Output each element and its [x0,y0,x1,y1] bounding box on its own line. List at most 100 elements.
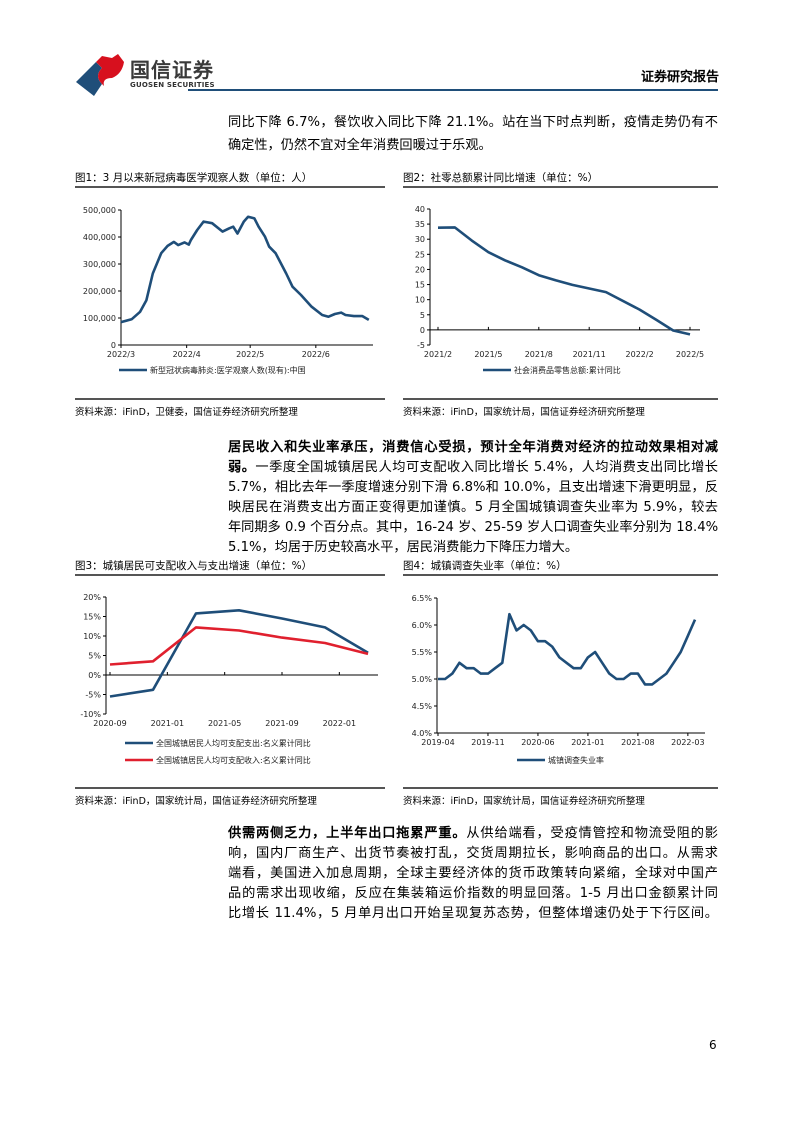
text-line: 响，国内厂商生产、出货节奏被打乱，交货周期拉长，影响商品的出口。从需求 [228,846,718,861]
text-line: 端看，美国进入加息周期，全球主要经济体的货币政策转向紧缩，全球对中国产 [228,866,718,881]
y-tick-label: 25 [415,250,425,259]
y-tick-label: 15 [415,281,425,290]
series-line-0 [120,215,370,324]
x-tick-label: 2021-05 [208,719,241,728]
y-tick-label: 15% [83,613,101,622]
y-tick-label: 5% [88,652,101,661]
y-tick-label: -10% [80,710,101,719]
series-line-0 [437,226,691,336]
x-tick-label: 2022/6 [302,350,330,359]
series-line-0 [109,608,369,698]
series-line-0 [438,612,697,686]
y-tick-label: 5.5% [412,648,433,657]
x-tick-label: 2022/3 [107,350,135,359]
figure-4-bottom-rule [403,787,718,789]
text-line: 映居民在消费支出方面正变得更加谨慎。5 月全国城镇调查失业率为 5.9%，较去 [228,500,718,515]
figure-2-title: 图2：社零总额累计同比增速（单位：%） [403,172,599,184]
x-tick-label: 2022-01 [323,719,356,728]
y-tick-label: 40 [415,205,425,214]
text-line: 5.7%，相比去年一季度增速分别下滑 6.8%和 10.0%，且支出增速下滑更明… [228,480,718,495]
y-tick-label: 5.0% [412,675,433,684]
figure-2-top-rule [403,186,718,188]
text-line: 比增长 11.4%，5 月单月出口开始呈现复苏态势，但整体增速仍处于下行区间。 [228,906,718,921]
y-tick-label: 20% [83,593,101,602]
chart-covid-observation: 0 100,000 200,000 300,000 400,000 500,000 2022… [83,206,373,375]
legend-label: 全国城镇居民人均可支配支出:名义累计同比 [156,738,311,748]
y-tick-label: 4.0% [412,729,433,738]
x-tick-label: 2020-06 [521,738,554,747]
y-tick-label: 0 [420,326,425,335]
brand-name-en: GUOSEN SECURITIES [130,81,215,89]
figure-1-source: 资料来源：iFinD，卫健委，国信证券经济研究所整理 [75,407,298,418]
paragraph-3: 供需两侧乏力，上半年出口拖累严重。从供给端看，受疫情管控和物流受阻的影 响，国内… [228,824,718,924]
text-span: 从供给端看，受疫情管控和物流受阻的影 [466,826,718,841]
text-line: 供需两侧乏力，上半年出口拖累严重。从供给端看，受疫情管控和物流受阻的影 [228,824,718,844]
x-tick-label: 2020-09 [93,719,126,728]
x-tick-label: 2022/4 [173,350,201,359]
figure-2-bottom-rule [403,398,718,400]
x-tick-label: 2022-03 [671,738,704,747]
x-tick-label: 2021/2 [424,350,452,359]
y-tick-label: 6.0% [412,621,433,630]
x-tick-label: 2022/5 [676,350,704,359]
x-tick-label: 2021-08 [621,738,654,747]
x-tick-label: 2021-01 [571,738,604,747]
y-tick-label: -5% [85,691,101,700]
bold-lead: 弱。 [228,460,256,475]
paragraph-1: 同比下降 6.7%，餐饮收入同比下降 21.1%。站在当下时点判断，疫情走势仍有… [228,111,718,157]
legend-label: 新型冠状病毒肺炎:医学观察人数(现有):中国 [150,365,306,375]
y-tick-label: -5 [417,341,425,350]
figure-4-title: 图4：城镇调查失业率（单位：%） [403,560,567,572]
y-tick-label: 10 [415,296,425,305]
figure-1-bottom-rule [75,398,385,400]
x-tick-label: 2021/5 [474,350,502,359]
figure-3-bottom-rule [75,787,385,789]
chart-retail-sales-growth: -5 0 5 10 15 20 25 30 35 40 2021/2 2021/5 2021/8 2021… [415,205,704,375]
figure-4-source: 资料来源：iFinD，国家统计局，国信证券经济研究所整理 [403,796,645,807]
text-line: 年同期多 0.9 个百分点。其中，16-24 岁、25-59 岁人口调查失业率分… [228,520,718,535]
brand-name-cn: 国信证券 [130,58,214,82]
y-tick-label: 200,000 [83,287,116,296]
y-tick-label: 400,000 [83,233,116,242]
figure-4-top-rule [403,574,718,576]
x-tick-label: 2021/11 [573,350,606,359]
chart-unemployment-rate: 4.0% 4.5% 5.0% 5.5% 6.0% 6.5% 2019-04 2019-11 20… [412,594,705,765]
guosen-logo: 国信证券 GUOSEN SECURITIES [72,52,222,98]
x-tick-label: 2019-04 [421,738,454,747]
series-line-1 [109,626,369,666]
report-type: 证券研究报告 [640,70,719,85]
y-tick-label: 6.5% [412,594,433,603]
text-line: 弱。一季度全国城镇居民人均可支配收入同比增长 5.4%，人均消费支出同比增长 [228,458,718,478]
x-tick-label: 2022/5 [236,350,264,359]
figure-2-source: 资料来源：iFinD，国家统计局，国信证券经济研究所整理 [403,407,645,418]
y-tick-label: 20 [415,265,425,274]
y-tick-label: 0% [88,671,101,680]
header-divider [188,89,718,91]
text-line: 同比下降 6.7%，餐饮收入同比下降 21.1%。站在当下时点判断，疫情走势仍有… [228,115,718,130]
y-tick-label: 30 [415,235,425,244]
y-tick-label: 5 [420,311,425,320]
text-line: 品的需求出现收缩，反应在集装箱运价指数的明显回落。1-5 月出口金额累计同 [228,886,718,901]
x-tick-label: 2022/2 [626,350,654,359]
y-tick-label: 300,000 [83,260,116,269]
chart-income-expenditure-growth: -10% -5% 0% 5% 10% 15% 20% 2020-09 2021-01 2021-0… [80,593,378,765]
legend-label: 社会消费品零售总额:累计同比 [514,365,621,375]
x-tick-label: 2021-01 [151,719,184,728]
x-tick-label: 2019-11 [471,738,504,747]
logo-mark-icon [76,54,124,96]
figure-1-title: 图1：3 月以来新冠病毒医学观察人数（单位：人） [75,172,313,184]
text-line: 确定性，仍然不宜对全年消费回暖过于乐观。 [228,138,492,153]
y-tick-label: 100,000 [83,314,116,323]
figure-3-source: 资料来源：iFinD，国家统计局，国信证券经济研究所整理 [75,796,317,807]
y-tick-label: 0 [111,341,116,350]
legend-label: 全国城镇居民人均可支配收入:名义累计同比 [156,755,311,765]
figure-3-title: 图3：城镇居民可支配收入与支出增速（单位：%） [75,560,313,572]
y-tick-label: 4.5% [412,702,433,711]
text-span: 一季度全国城镇居民人均可支配收入同比增长 5.4%，人均消费支出同比增长 [255,460,718,475]
y-tick-label: 35 [415,220,425,229]
page-number: 6 [709,1038,717,1052]
text-line-bold: 居民收入和失业率承压，消费信心受损，预计全年消费对经济的拉动效果相对减 [228,440,718,455]
x-tick-label: 2021-09 [265,719,298,728]
figure-3-top-rule [75,574,385,576]
paragraph-2: 居民收入和失业率承压，消费信心受损，预计全年消费对经济的拉动效果相对减 弱。一季… [228,438,718,558]
